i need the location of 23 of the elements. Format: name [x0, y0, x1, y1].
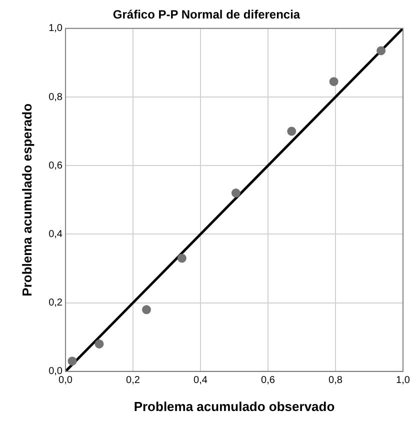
point	[329, 77, 338, 86]
y-tick-label: 0,2	[48, 298, 63, 309]
chart-title: Gráfico P-P Normal de diferencia	[112, 8, 300, 22]
point	[94, 339, 104, 348]
y-axis-title: Problema acumulado esperado	[19, 103, 34, 296]
x-axis-title: Problema acumulado observado	[134, 398, 335, 414]
y-tick-label: 1,0	[48, 23, 63, 34]
point	[142, 305, 151, 314]
x-tick-label: 0,2	[126, 375, 140, 386]
y-tick-label: 0,6	[48, 160, 63, 172]
x-tick-label: 0,0	[58, 375, 73, 386]
y-tick-label: 0,8	[48, 92, 63, 103]
y-tick-label: 0,0	[48, 366, 63, 378]
y-tick-label: 0,4	[48, 228, 63, 240]
x-tick-label: 0,6	[261, 375, 276, 386]
point	[68, 356, 77, 366]
x-tick-label: 1,0	[396, 375, 410, 386]
point	[376, 46, 386, 56]
point	[231, 188, 240, 198]
x-tick-label: 0,8	[328, 375, 343, 386]
x-tick-label: 0,4	[194, 375, 208, 386]
point	[287, 126, 296, 136]
point	[177, 254, 186, 263]
